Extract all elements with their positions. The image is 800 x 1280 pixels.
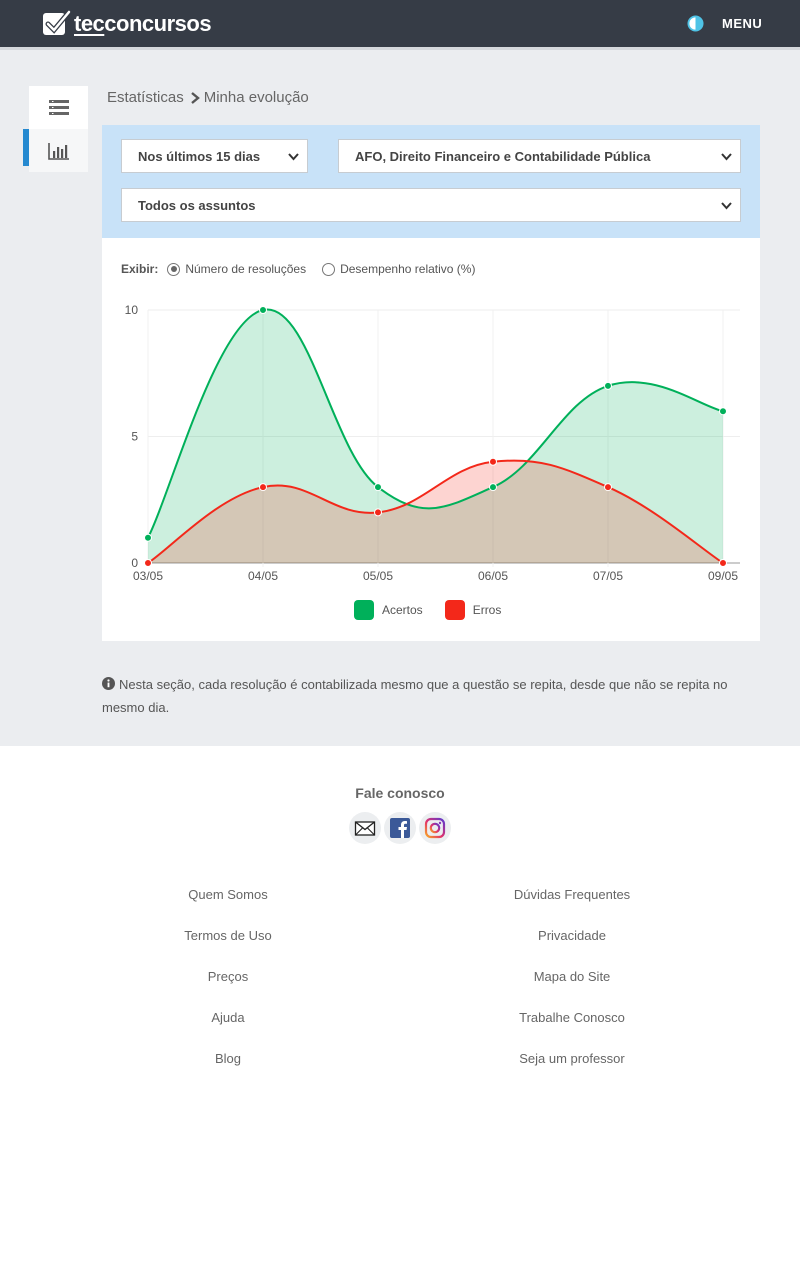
logo-check-icon — [43, 9, 72, 35]
footer-links-right: Dúvidas Frequentes Privacidade Mapa do S… — [422, 887, 722, 1092]
footer-link-blog[interactable]: Blog — [214, 1051, 242, 1066]
footer-links-left: Quem Somos Termos de Uso Preços Ajuda Bl… — [78, 887, 378, 1092]
email-button[interactable] — [349, 812, 381, 844]
instagram-button[interactable] — [419, 812, 451, 844]
y-tick-label: 5 — [131, 430, 138, 444]
x-tick-label: 04/05 — [248, 569, 278, 583]
subject-select[interactable]: AFO, Direito Financeiro e Contabilidade … — [338, 139, 741, 173]
menu-button[interactable]: MENU — [722, 16, 763, 31]
instagram-icon — [424, 817, 446, 839]
logo[interactable]: tecconcursos — [42, 9, 212, 39]
footer-link-mapa[interactable]: Mapa do Site — [533, 969, 611, 984]
data-point-acertos — [259, 306, 267, 314]
chart-panel: 0 5 10 03/05 04/05 05/05 06/05 07/05 09/05 Exibi… — [102, 238, 760, 641]
data-point-acertos — [604, 381, 612, 390]
sidenav-active-indicator — [23, 129, 29, 166]
footer-link-precos[interactable]: Preços — [207, 969, 249, 984]
y-tick-label: 10 — [125, 303, 139, 317]
breadcrumb-parent[interactable]: Estatísticas — [107, 89, 184, 106]
display-options: Exibir: Número de resoluções Desempenho … — [121, 262, 491, 276]
footer-link-professor[interactable]: Seja um professor — [519, 1051, 625, 1066]
facebook-button[interactable] — [384, 812, 416, 844]
data-point-erros — [374, 508, 382, 517]
email-icon — [354, 821, 376, 836]
radio-label-relative: Desempenho relativo (%) — [340, 262, 476, 276]
subject-select-value: AFO, Direito Financeiro e Contabilidade … — [355, 148, 651, 164]
radio-button-unselected[interactable] — [322, 262, 336, 276]
info-icon — [102, 677, 115, 690]
facebook-icon — [390, 818, 410, 838]
x-tick-label: 09/05 — [708, 569, 738, 583]
filters-panel: Nos últimos 15 dias AFO, Direito Finance… — [102, 125, 760, 238]
logo-prefix: tec — [74, 11, 105, 36]
period-select[interactable]: Nos últimos 15 dias — [121, 139, 308, 173]
series-area-erros — [148, 460, 723, 563]
data-point-erros — [259, 483, 267, 492]
y-tick-label: 0 — [131, 556, 138, 570]
legend-swatch-acertos — [354, 600, 374, 620]
data-point-erros — [604, 483, 612, 492]
x-tick-label: 06/05 — [478, 569, 508, 583]
series-line-erros — [147, 459, 724, 564]
chevron-down-icon — [721, 153, 732, 161]
data-point-acertos — [719, 407, 727, 416]
x-tick-label: 05/05 — [363, 569, 393, 583]
contrast-icon[interactable] — [687, 15, 704, 32]
data-point-erros — [489, 457, 497, 466]
side-nav — [29, 86, 88, 172]
footer-link-termos[interactable]: Termos de Uso — [184, 928, 272, 943]
data-point-acertos — [489, 483, 497, 492]
x-tick-label: 03/05 — [133, 569, 163, 583]
data-point-acertos — [374, 483, 382, 492]
legend-label-acertos: Acertos — [382, 603, 423, 617]
topic-select[interactable]: Todos os assuntos — [121, 188, 741, 222]
topic-select-value: Todos os assuntos — [138, 197, 256, 213]
chevron-down-icon — [721, 202, 732, 210]
contact-title: Fale conosco — [355, 785, 445, 801]
legend-label-erros: Erros — [472, 603, 502, 617]
chevron-right-icon — [190, 91, 200, 104]
data-point-acertos — [144, 533, 152, 542]
sidenav-item-list[interactable] — [29, 86, 88, 129]
data-point-erros — [144, 559, 152, 567]
logo-suffix: concursos — [104, 11, 212, 36]
x-tick-label: 07/05 — [593, 569, 623, 583]
breadcrumb-current: Minha evolução — [203, 89, 309, 106]
data-point-erros — [719, 559, 727, 567]
footer-link-quem-somos[interactable]: Quem Somos — [188, 887, 268, 902]
logo-text: tecconcursos — [74, 11, 212, 37]
footer-link-ajuda[interactable]: Ajuda — [211, 1010, 245, 1025]
legend-swatch-erros — [444, 600, 465, 620]
social-links — [349, 812, 454, 844]
radio-relative-performance[interactable]: Desempenho relativo (%) — [322, 262, 475, 276]
footer-link-duvidas[interactable]: Dúvidas Frequentes — [513, 887, 631, 902]
display-label: Exibir: — [121, 262, 159, 276]
period-select-value: Nos últimos 15 dias — [138, 148, 261, 164]
list-icon — [48, 99, 69, 115]
radio-number-of-resolutions[interactable]: Número de resoluções — [167, 262, 306, 276]
sidenav-item-stats[interactable] — [29, 129, 88, 172]
top-bar: tecconcursos MENU — [0, 0, 800, 47]
info-note-text: Nesta seção, cada resolução é contabiliz… — [102, 677, 728, 715]
footer-link-trabalhe[interactable]: Trabalhe Conosco — [519, 1010, 625, 1025]
radio-button-selected[interactable] — [167, 262, 181, 276]
legend-item-acertos[interactable]: Acertos — [354, 600, 423, 620]
footer-link-privacidade[interactable]: Privacidade — [538, 928, 606, 943]
top-bar-divider — [0, 47, 800, 50]
evolution-chart: 0 5 10 03/05 04/05 05/05 06/05 07/05 09/05 — [125, 303, 740, 583]
series-area-acertos — [148, 309, 723, 563]
info-note: Nesta seção, cada resolução é contabiliz… — [102, 673, 752, 719]
chevron-down-icon — [288, 153, 299, 161]
radio-label-number: Número de resoluções — [185, 262, 307, 276]
chart-legend: Acertos Erros — [354, 600, 523, 620]
bar-chart-icon — [47, 142, 69, 160]
legend-item-erros[interactable]: Erros — [444, 600, 502, 620]
breadcrumb: Estatísticas Minha evolução — [107, 89, 309, 106]
